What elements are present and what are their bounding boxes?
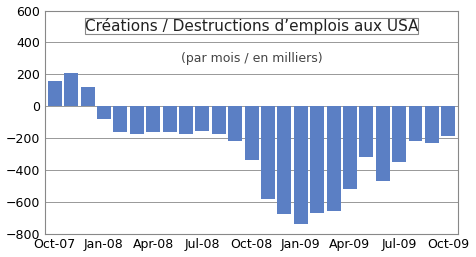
Bar [130,106,144,134]
Bar [425,106,439,143]
Bar [245,106,258,160]
Bar [278,106,291,215]
Bar [294,106,307,224]
Bar [195,106,209,131]
Bar [408,106,423,141]
Text: Créations / Destructions d’emplois aux USA: Créations / Destructions d’emplois aux U… [85,19,418,34]
Bar [228,106,242,141]
Bar [261,106,275,199]
Bar [212,106,226,134]
Bar [441,106,456,136]
Bar [343,106,357,189]
Bar [392,106,406,162]
Bar [310,106,324,213]
Bar [97,106,111,119]
Bar [113,106,127,132]
Text: (par mois / en milliers): (par mois / en milliers) [181,52,322,65]
Bar [146,106,160,132]
Bar [376,106,390,181]
Bar [80,87,95,106]
Bar [179,106,193,134]
Bar [48,81,62,106]
Bar [327,106,340,211]
Bar [359,106,373,157]
Bar [64,73,78,106]
Bar [163,106,177,132]
